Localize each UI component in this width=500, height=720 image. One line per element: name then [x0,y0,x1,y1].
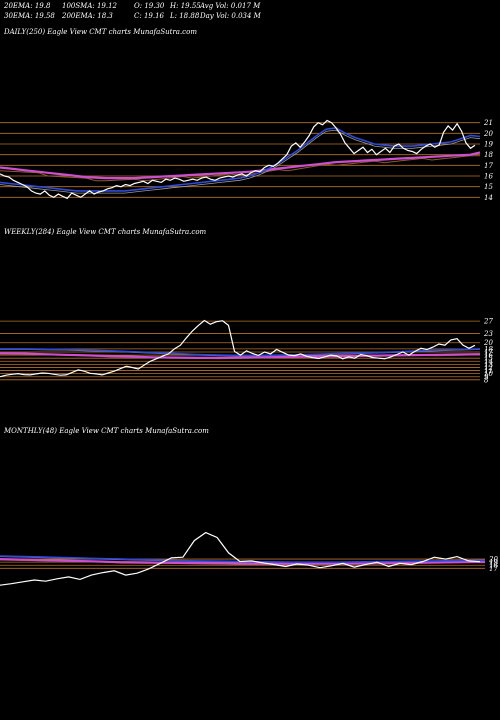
monthly-ema-long-line [0,558,486,565]
header-open: O: 19.30 [134,2,165,10]
weekly-tick-label: 9 [484,373,489,381]
daily-price-line [0,119,476,200]
weekly-tick-label: 8 [484,376,489,384]
header-avg-vol: Avg Vol: 0.017 M [200,2,261,10]
header-sma100: 100SMA: 19.12 [62,2,118,10]
header-low: L: 18.88 [170,12,200,20]
header-ema30: 30EMA: 19.58 [4,12,55,20]
weekly-tick-label: 11 [484,367,493,375]
daily-tick-label: 16 [484,173,493,181]
monthly-panel-label: MONTHLY(48) Eagle View CMT charts Munafa… [4,427,209,435]
header-close: C: 19.16 [134,12,164,20]
daily-tick-label: 14 [484,194,493,202]
daily-ema-long-line [0,151,481,180]
weekly-tick-label: 23 [483,330,493,338]
monthly-tick-label: 20 [488,556,498,564]
weekly-price-line [0,319,476,378]
daily-tick-label: 21 [483,119,493,127]
daily-tick-label: 20 [483,130,493,138]
weekly-tick-label: 27 [483,318,493,326]
daily-ma-brown-line [0,155,480,182]
daily-ma-grey-line [0,129,481,194]
daily-ema-short-line [0,127,481,192]
weekly-tick-label: 13 [484,361,493,369]
header-sma200: 200EMA: 18.3 [62,12,113,20]
weekly-tick-label: 10 [484,370,493,378]
weekly-tick-label: 14 [484,358,493,366]
daily-tick-label: 19 [484,141,493,149]
daily-tick-label: 18 [484,151,493,159]
weekly-panel-label: WEEKLY(284) Eagle View CMT charts Munafa… [4,228,207,236]
daily-tick-label: 15 [484,183,493,191]
monthly-tick-label: 19 [489,559,498,567]
daily-tick-label: 17 [484,162,493,170]
monthly-tick-label: 18 [489,562,498,570]
monthly-tick-label: 17 [489,565,498,573]
weekly-ema-long-line [0,352,481,359]
header-ema20: 20EMA: 19.8 [4,2,51,10]
weekly-tick-label: 15 [484,355,493,363]
weekly-tick-label: 12 [484,364,493,372]
monthly-price-line [0,531,481,586]
header-high: H: 19.55 [170,2,201,10]
weekly-tick-label: 18 [484,345,493,353]
header-day-vol: Day Vol: 0.034 M [200,12,261,20]
daily-panel-label: DAILY(250) Eagle View CMT charts MunafaS… [4,28,197,36]
weekly-tick-label: 16 [484,352,493,360]
weekly-tick-label: 17 [484,349,493,357]
weekly-tick-label: 20 [483,339,493,347]
